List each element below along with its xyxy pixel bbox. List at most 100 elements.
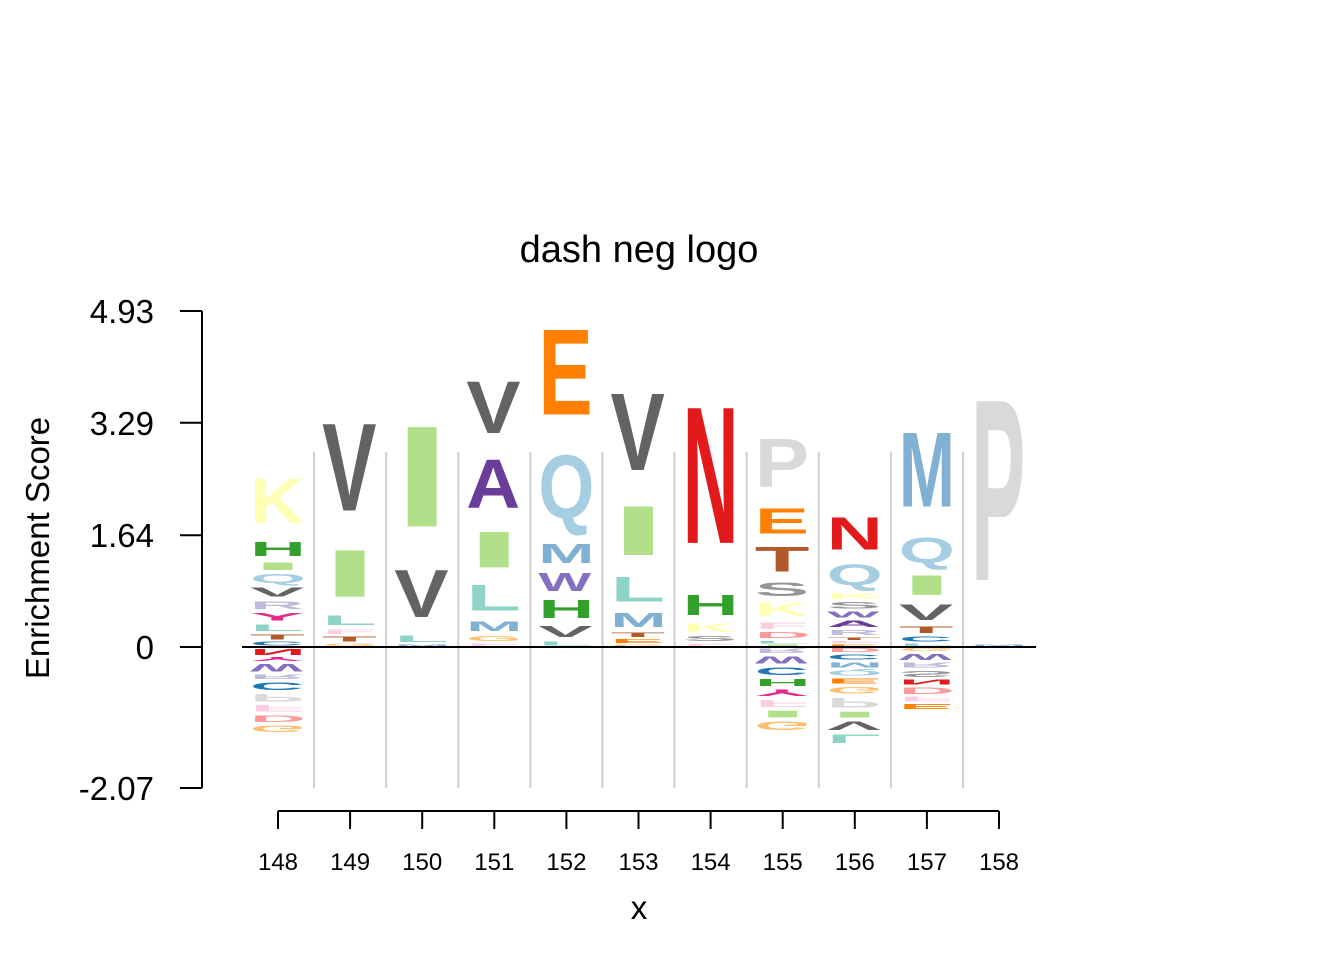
logo-letter-r: R <box>250 599 304 611</box>
logo-letter-m: M <box>899 409 955 529</box>
logo-letter-g: G <box>250 724 306 735</box>
logo-letter-p: P <box>250 692 304 704</box>
y-tick-label: 3.29 <box>90 405 154 442</box>
logo-letter-k: K <box>827 592 881 601</box>
logo-letter-v: V <box>466 365 520 449</box>
logo-letter-v: V <box>899 600 954 625</box>
x-tick-label: 151 <box>474 849 514 876</box>
logo-letter-e: E <box>899 702 953 710</box>
logo-letter-i: I <box>899 570 955 601</box>
logo-letter-e: E <box>538 305 592 442</box>
logo-letter-e: E <box>755 502 809 542</box>
x-tick-label: 157 <box>907 849 947 876</box>
logo-letter-g: G <box>755 719 811 732</box>
logo-letter-c: C <box>250 641 304 647</box>
logo-letter-w: W <box>755 654 808 665</box>
x-tick-label: 158 <box>979 849 1019 876</box>
logo-letter-r: R <box>827 629 881 637</box>
logo-letter-v: V <box>250 585 304 599</box>
logo-letter-y: Y <box>250 611 304 623</box>
logo-letter-h: H <box>538 595 594 623</box>
logo-letter-n: N <box>683 365 739 585</box>
logo-letter-m: M <box>971 645 1027 646</box>
y-tick-label: 0 <box>136 629 154 666</box>
logo-letter-f: F <box>827 641 882 645</box>
logo-letter-i: I <box>322 536 378 611</box>
logo-letter-q: Q <box>250 571 306 585</box>
x-tick-label: 153 <box>618 849 658 876</box>
logo-letter-e: E <box>611 638 665 644</box>
logo-letter-a: A <box>827 619 881 629</box>
logo-letter-p: P <box>971 345 1025 635</box>
y-tick-label: 1.64 <box>90 517 154 554</box>
logo-letter-l: L <box>899 643 954 647</box>
logo-letter-e: E <box>827 644 881 647</box>
logo-letter-g: G <box>827 685 883 696</box>
logo-letter-n: N <box>899 678 955 686</box>
logo-letter-k: K <box>683 622 738 635</box>
logo-letter-f: F <box>755 620 810 631</box>
x-axis-ticks: 148 149 150 151 152 153 154 155 156 157 158 <box>258 811 1019 876</box>
logo-letter-h: H <box>683 590 739 622</box>
logo-letter-i: I <box>755 644 811 647</box>
logo-letter-i: I <box>827 710 883 719</box>
logo-letter-g: G <box>899 647 955 652</box>
y-tick-label: 4.93 <box>90 293 154 330</box>
logo-letter-f: F <box>755 698 810 710</box>
logo-letter-l: L <box>250 622 305 633</box>
logo-letter-g: G <box>466 634 522 643</box>
logo-letter-v: V <box>538 623 592 640</box>
y-tick-label: -2.07 <box>79 770 154 807</box>
logo-letter-l: L <box>466 577 521 619</box>
x-tick-label: 149 <box>330 849 370 876</box>
logo-letter-t: T <box>322 635 377 644</box>
logo-letter-t: T <box>899 625 954 635</box>
logo-letter-s: S <box>899 669 953 678</box>
x-tick-label: 156 <box>835 849 875 876</box>
logo-letter-r: R <box>899 661 953 670</box>
logo-letter-l: L <box>538 640 593 646</box>
y-axis-label: Enrichment Score <box>19 417 56 679</box>
logo-letter-t: T <box>611 632 666 639</box>
y-axis-ticks: 4.93 3.29 1.64 0 -2.07 <box>79 293 202 807</box>
logo-letter-d: D <box>899 685 955 695</box>
logo-letter-w: W <box>538 568 592 596</box>
column-separators <box>313 452 964 788</box>
logo-letter-w: W <box>899 652 952 661</box>
logo-letter-l: L <box>611 570 666 609</box>
logo-letter-r: R <box>250 673 304 680</box>
logo-letter-m: M <box>611 608 667 631</box>
logo-letter-t: T <box>827 636 882 640</box>
logo-letter-r: R <box>755 647 809 654</box>
logo-letter-g: G <box>611 644 667 647</box>
logo-letter-s: S <box>683 634 737 643</box>
logo-letter-c: C <box>755 665 809 677</box>
x-tick-label: 150 <box>402 849 442 876</box>
logo-letter-t: T <box>250 633 305 642</box>
logo-letter-m: M <box>466 619 522 635</box>
logo-letter-m: M <box>538 538 594 569</box>
logo-letter-i: I <box>611 491 667 570</box>
logo-letter-p: P <box>755 426 809 503</box>
chart-title: dash neg logo <box>520 229 759 271</box>
logo-letter-v: V <box>827 719 882 733</box>
logo-letter-n: N <box>250 647 306 656</box>
logo-letter-l: L <box>322 612 377 628</box>
logo-letter-f: F <box>250 703 305 714</box>
x-tick-label: 154 <box>691 849 731 876</box>
logo-letter-i: I <box>394 397 450 558</box>
logo-letter-w: W <box>250 662 304 674</box>
logo-letter-f: F <box>322 628 377 635</box>
logo-letter-f: F <box>899 695 954 703</box>
logo-letter-l: L <box>827 732 882 745</box>
x-tick-label: 148 <box>258 849 298 876</box>
logo-letter-f: F <box>683 643 738 647</box>
logo-letter-a: A <box>466 446 520 523</box>
logo-letter-p: P <box>827 695 881 711</box>
logo-letter-e: E <box>827 677 881 685</box>
x-tick-label: 152 <box>546 849 586 876</box>
logo-letter-c: C <box>250 680 304 692</box>
x-tick-label: 155 <box>763 849 803 876</box>
logo-letter-i: I <box>755 709 811 720</box>
